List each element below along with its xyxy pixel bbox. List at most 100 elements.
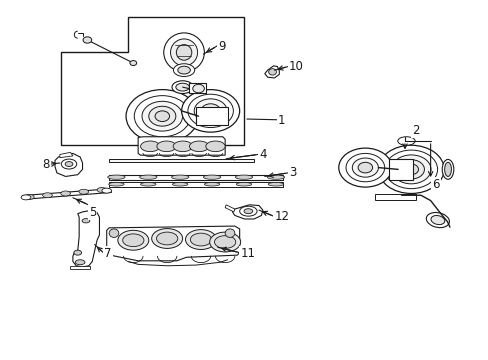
Ellipse shape xyxy=(65,162,73,167)
Text: 1: 1 xyxy=(277,114,285,127)
Ellipse shape xyxy=(126,90,198,143)
Ellipse shape xyxy=(139,175,157,179)
Text: 10: 10 xyxy=(288,60,303,73)
Ellipse shape xyxy=(130,60,137,66)
Ellipse shape xyxy=(266,175,284,179)
Polygon shape xyxy=(106,226,239,261)
Ellipse shape xyxy=(82,219,90,223)
Ellipse shape xyxy=(155,111,169,122)
Ellipse shape xyxy=(224,229,234,238)
Ellipse shape xyxy=(178,66,190,74)
Ellipse shape xyxy=(97,188,106,192)
Ellipse shape xyxy=(157,141,176,152)
Ellipse shape xyxy=(351,158,378,177)
Ellipse shape xyxy=(357,162,372,173)
Ellipse shape xyxy=(209,232,240,252)
Ellipse shape xyxy=(140,141,160,152)
Ellipse shape xyxy=(75,260,85,265)
Polygon shape xyxy=(138,137,224,155)
Ellipse shape xyxy=(83,37,92,43)
Polygon shape xyxy=(55,153,82,176)
Polygon shape xyxy=(232,205,263,219)
Ellipse shape xyxy=(338,148,391,187)
Polygon shape xyxy=(73,210,99,267)
Ellipse shape xyxy=(201,104,220,118)
Text: 7: 7 xyxy=(104,247,112,260)
Ellipse shape xyxy=(172,183,187,186)
Ellipse shape xyxy=(109,229,119,238)
Ellipse shape xyxy=(79,189,88,194)
Ellipse shape xyxy=(108,183,124,186)
Polygon shape xyxy=(70,266,90,269)
Polygon shape xyxy=(60,152,73,158)
Bar xyxy=(196,107,227,125)
Ellipse shape xyxy=(403,164,418,175)
Ellipse shape xyxy=(107,175,125,179)
Polygon shape xyxy=(109,182,283,187)
Text: 6: 6 xyxy=(431,178,439,191)
Ellipse shape xyxy=(189,141,208,152)
Ellipse shape xyxy=(235,175,252,179)
Ellipse shape xyxy=(441,159,453,179)
Ellipse shape xyxy=(204,183,220,186)
Ellipse shape xyxy=(236,183,251,186)
Ellipse shape xyxy=(190,233,211,246)
Ellipse shape xyxy=(384,150,437,189)
Text: 3: 3 xyxy=(288,166,296,179)
Ellipse shape xyxy=(122,234,143,247)
Ellipse shape xyxy=(192,84,204,93)
Ellipse shape xyxy=(173,141,192,152)
Ellipse shape xyxy=(378,145,443,193)
Ellipse shape xyxy=(181,90,239,132)
Text: 9: 9 xyxy=(218,40,225,53)
Ellipse shape xyxy=(151,229,182,248)
Ellipse shape xyxy=(430,216,444,225)
Ellipse shape xyxy=(214,236,235,248)
Ellipse shape xyxy=(267,183,283,186)
Ellipse shape xyxy=(102,188,111,193)
Ellipse shape xyxy=(170,39,197,66)
Ellipse shape xyxy=(171,175,188,179)
Text: 4: 4 xyxy=(259,148,266,161)
Ellipse shape xyxy=(176,45,191,60)
Ellipse shape xyxy=(140,183,156,186)
Text: 11: 11 xyxy=(240,247,255,260)
Text: 12: 12 xyxy=(274,210,289,223)
Polygon shape xyxy=(109,159,254,162)
Ellipse shape xyxy=(187,94,233,127)
Ellipse shape xyxy=(397,137,414,145)
Polygon shape xyxy=(224,205,234,212)
Ellipse shape xyxy=(176,83,189,91)
Text: 8: 8 xyxy=(42,158,50,171)
Ellipse shape xyxy=(426,212,448,228)
Ellipse shape xyxy=(61,191,70,196)
Bar xyxy=(188,82,205,93)
Ellipse shape xyxy=(203,175,221,179)
Polygon shape xyxy=(61,17,244,145)
Ellipse shape xyxy=(268,69,276,75)
Ellipse shape xyxy=(42,193,52,198)
Ellipse shape xyxy=(444,162,450,176)
Polygon shape xyxy=(109,175,283,180)
Ellipse shape xyxy=(142,101,182,131)
Ellipse shape xyxy=(194,99,226,123)
Ellipse shape xyxy=(74,250,81,255)
Ellipse shape xyxy=(148,106,176,126)
Polygon shape xyxy=(22,189,111,199)
Ellipse shape xyxy=(172,81,193,94)
Ellipse shape xyxy=(118,230,148,250)
Ellipse shape xyxy=(21,195,31,200)
Polygon shape xyxy=(374,194,415,200)
Ellipse shape xyxy=(391,155,430,184)
Ellipse shape xyxy=(239,206,257,216)
Ellipse shape xyxy=(205,141,224,152)
Ellipse shape xyxy=(244,209,252,214)
Polygon shape xyxy=(264,66,279,78)
Ellipse shape xyxy=(346,153,384,182)
Text: 5: 5 xyxy=(89,206,96,219)
Ellipse shape xyxy=(397,160,424,179)
Ellipse shape xyxy=(173,64,194,77)
Ellipse shape xyxy=(156,232,178,245)
Text: 2: 2 xyxy=(411,124,419,137)
Ellipse shape xyxy=(24,194,34,199)
